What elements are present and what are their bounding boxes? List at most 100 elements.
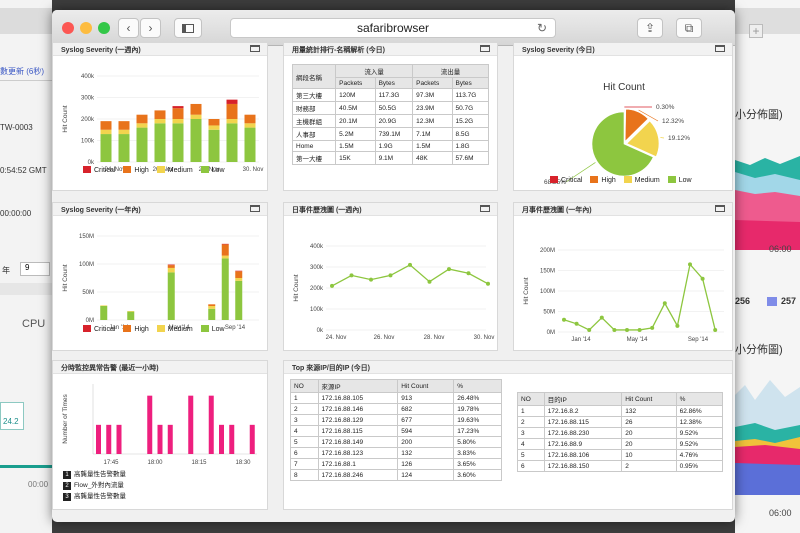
table-cell: 9.52% xyxy=(675,438,724,450)
maximize-window-icon[interactable] xyxy=(98,22,110,34)
panel-title: 分時監控異常告警 (最近一小時) xyxy=(53,361,267,374)
legend-item[interactable]: 2 Flow_外對內流量 xyxy=(63,480,126,491)
table-cell: 5 xyxy=(517,449,545,461)
tabs-button[interactable]: ⧉ xyxy=(676,18,702,38)
table-cell: 財務部 xyxy=(291,101,337,115)
table-cell: 97.3M xyxy=(412,88,453,102)
table-cell: 主機群組 xyxy=(291,114,337,128)
table-header: 流出量 xyxy=(412,64,489,78)
legend-medium[interactable]: Medium xyxy=(156,325,193,333)
pie-slice xyxy=(591,111,654,177)
panel-daily-events: 日事件歷洩圖 (一週內) 400k 300k 200k 100k 0k 24. Nov 26… xyxy=(283,202,498,351)
table-row: 人事部 5.2M 739.1M 7.1M 8.5G xyxy=(291,127,490,141)
table-cell: 20.9G xyxy=(374,114,414,128)
legend-item[interactable]: 1 高龔量性告警數量 xyxy=(63,469,126,480)
bar xyxy=(188,395,194,454)
back-button[interactable]: ‹ xyxy=(118,18,139,38)
table-header: Bytes xyxy=(374,77,414,89)
data-point xyxy=(688,262,692,267)
maximize-icon[interactable] xyxy=(715,45,725,52)
data-point xyxy=(637,327,642,332)
table-cell: 12.3M xyxy=(412,114,453,128)
table-cell: 594 xyxy=(397,425,455,437)
table-cell: 913 xyxy=(397,392,455,404)
bar-segment xyxy=(244,127,256,162)
table-cell: 2 xyxy=(290,403,319,415)
bar-segment xyxy=(190,103,202,115)
bar-segment xyxy=(221,244,229,256)
bar xyxy=(106,424,112,454)
table-cell: 172.16.88.1 xyxy=(317,458,399,470)
bg-year-label: 年 xyxy=(2,266,10,275)
table-cell: 26.48% xyxy=(453,392,502,404)
bar-segment xyxy=(118,121,130,130)
legend-item[interactable]: 3 高龔量性告警數量 xyxy=(63,491,126,502)
legend-low[interactable]: Low xyxy=(200,325,225,333)
legend-high[interactable]: High xyxy=(123,166,149,174)
table-row: 8 172.16.88.246 124 3.60% xyxy=(290,469,502,481)
table-cell: 12.38% xyxy=(675,416,724,428)
table-cell: 7.1M xyxy=(412,127,453,141)
bar xyxy=(167,424,173,454)
minimize-window-icon[interactable] xyxy=(80,22,92,34)
share-button[interactable]: ⇪ xyxy=(637,18,663,38)
x-tick-label: 30. Nov xyxy=(474,335,495,341)
legend-critical[interactable]: Critical xyxy=(550,176,582,184)
forward-button[interactable]: › xyxy=(140,18,161,38)
legend-low[interactable]: Low xyxy=(667,176,692,184)
panel-top-ip: Top 來源IP/目的IP (今日) NO 來源IP Hit Count% 1 172… xyxy=(283,360,733,510)
bar-segment xyxy=(190,114,202,119)
table-cell: 4 xyxy=(290,425,319,437)
table-cell: 682 xyxy=(397,403,455,415)
x-tick-label: May '14 xyxy=(627,337,648,343)
legend-high[interactable]: High xyxy=(590,176,616,184)
x-tick-label: 30. Nov xyxy=(243,167,264,173)
bar-segment xyxy=(221,258,229,320)
y-tick-label: 200M xyxy=(540,248,555,254)
bar-segment xyxy=(100,134,112,162)
legend-medium[interactable]: Medium xyxy=(623,176,660,184)
table-row: 2 172.16.88.115 26 12.38% xyxy=(517,416,724,428)
data-point xyxy=(650,325,655,330)
data-point xyxy=(587,327,592,332)
address-bar[interactable]: safaribrowser ↻ xyxy=(230,18,556,38)
maximize-icon[interactable] xyxy=(250,205,260,212)
bg-time: 0:54:52 GMT xyxy=(0,166,47,175)
table-cell: 57.6M xyxy=(451,151,490,165)
bar-segment xyxy=(136,114,148,124)
panel-syslog-week: Syslog Severity (一週內) 400k 300k 200k 100k 0k… xyxy=(52,42,268,191)
maximize-icon[interactable] xyxy=(250,45,260,52)
table-cell: 50.5G xyxy=(374,101,414,115)
table-cell: 3 xyxy=(290,414,319,426)
reload-icon[interactable]: ↻ xyxy=(536,21,547,35)
legend-critical[interactable]: Critical xyxy=(83,325,115,333)
y-axis-label: Hit Count xyxy=(523,277,530,304)
x-tick-label: Sep '14 xyxy=(688,337,709,343)
legend-critical[interactable]: Critical xyxy=(83,166,115,174)
sidebar-button[interactable] xyxy=(174,18,202,38)
bar-segment xyxy=(127,311,135,320)
legend-medium[interactable]: Medium xyxy=(156,166,193,174)
bar-segment xyxy=(208,308,216,320)
maximize-icon[interactable] xyxy=(480,205,490,212)
bg-area-chart-2 xyxy=(735,380,800,495)
y-tick-label: 100k xyxy=(81,139,95,145)
maximize-icon[interactable] xyxy=(715,205,725,212)
table-cell: 172.16.88.146 xyxy=(317,403,399,415)
table-cell: 50.7G xyxy=(451,101,490,115)
tabs-overview-icon: ⧉ xyxy=(684,21,694,35)
legend-high[interactable]: High xyxy=(123,325,149,333)
legend-low[interactable]: Low xyxy=(200,166,225,174)
table-cell: 172.16.88.9 xyxy=(543,438,623,450)
background-right-window: + 小分佈圖) 06:00 256 257 小分佈圖) 06:00 xyxy=(735,0,800,533)
bar-segment xyxy=(127,311,135,312)
x-tick-label: 18:15 xyxy=(191,460,207,466)
bar-segment xyxy=(244,123,256,128)
maximize-icon[interactable] xyxy=(480,45,490,52)
bar-segment xyxy=(167,264,175,266)
bar xyxy=(157,424,163,454)
source-ip-table: NO 來源IP Hit Count% 1 172.16.88.105 913 26.48%… xyxy=(290,379,502,481)
new-tab-icon[interactable]: + xyxy=(749,24,763,38)
bg-month-select[interactable]: 9 xyxy=(20,262,50,276)
close-window-icon[interactable] xyxy=(62,22,74,34)
